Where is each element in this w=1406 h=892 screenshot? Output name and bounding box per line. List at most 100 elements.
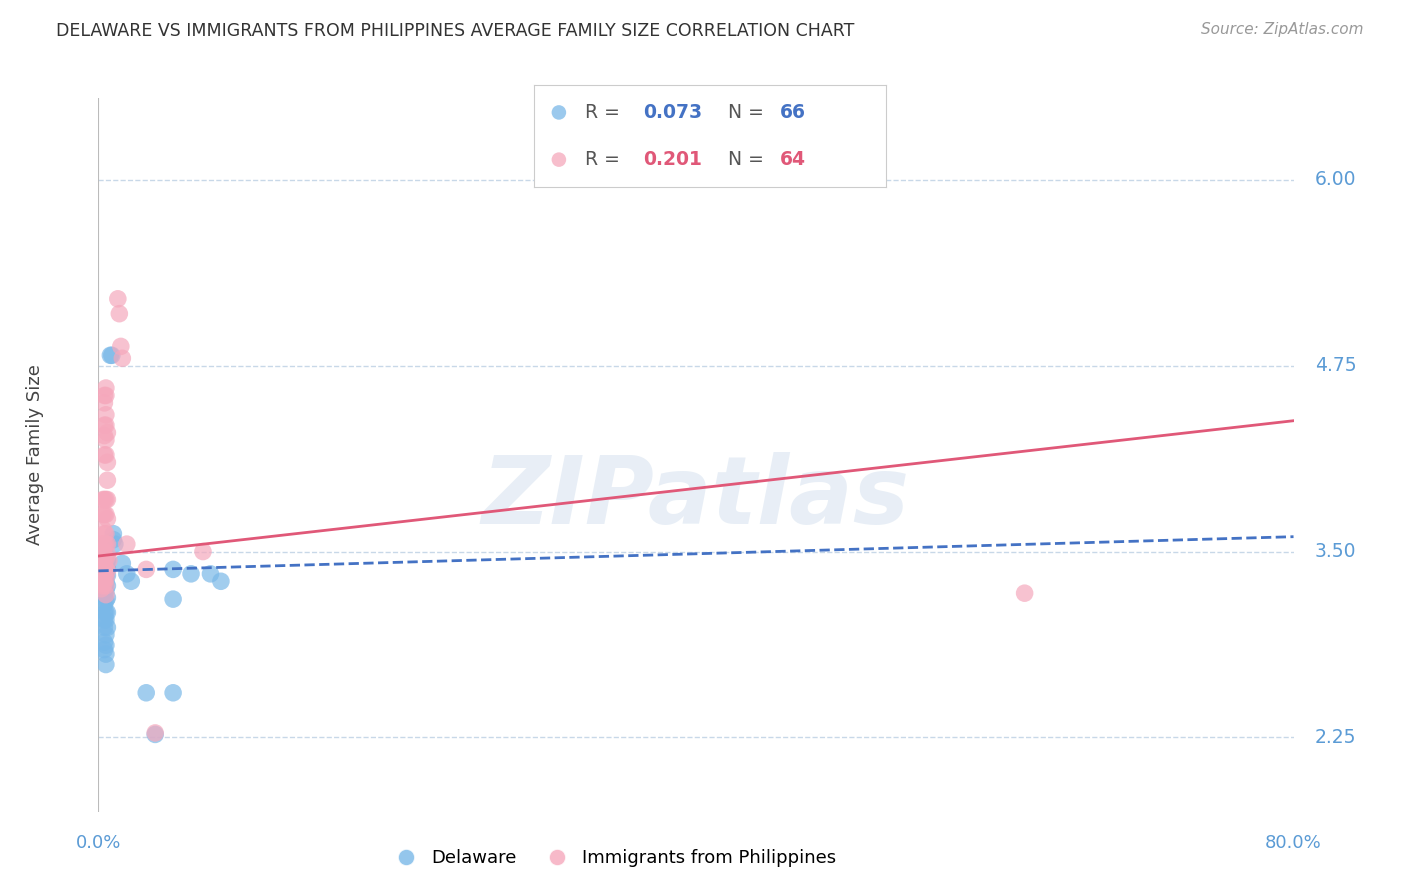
Point — [93, 564, 115, 578]
Point — [162, 686, 184, 700]
Point — [94, 561, 117, 575]
Point — [94, 613, 117, 627]
Point — [91, 552, 114, 566]
Point — [108, 307, 131, 321]
Text: 0.201: 0.201 — [644, 150, 702, 169]
Point — [91, 582, 114, 596]
Point — [93, 635, 115, 649]
Point — [94, 448, 117, 462]
Point — [94, 408, 117, 422]
Point — [200, 566, 222, 581]
Text: 2.25: 2.25 — [1315, 728, 1357, 747]
Point — [93, 583, 115, 598]
Point — [103, 533, 125, 547]
Point — [94, 418, 117, 433]
Point — [93, 598, 115, 612]
Point — [94, 433, 117, 447]
Point — [94, 526, 117, 541]
Point — [93, 448, 115, 462]
Point — [93, 418, 115, 433]
Point — [93, 548, 115, 562]
Point — [91, 492, 114, 507]
Point — [91, 559, 114, 574]
Point — [94, 593, 117, 607]
Point — [94, 549, 117, 563]
Point — [143, 727, 166, 741]
Point — [111, 557, 134, 571]
Point — [96, 425, 118, 440]
Point — [90, 575, 112, 590]
Point — [90, 570, 112, 584]
Point — [90, 544, 112, 558]
Text: 0.0%: 0.0% — [76, 834, 121, 852]
Point — [96, 579, 118, 593]
Point — [93, 508, 115, 522]
Point — [90, 582, 112, 596]
Point — [91, 558, 114, 572]
Point — [90, 558, 112, 572]
Point — [94, 638, 117, 652]
Point — [93, 570, 115, 584]
Point — [93, 537, 115, 551]
Point — [107, 292, 129, 306]
Text: N =: N = — [728, 103, 763, 122]
Point — [96, 564, 118, 578]
Point — [110, 339, 132, 353]
Point — [96, 473, 118, 487]
Point — [94, 571, 117, 585]
Point — [96, 548, 118, 562]
Point — [120, 574, 142, 589]
Point — [90, 564, 112, 578]
Point — [93, 492, 115, 507]
Point — [162, 592, 184, 607]
Text: DELAWARE VS IMMIGRANTS FROM PHILIPPINES AVERAGE FAMILY SIZE CORRELATION CHART: DELAWARE VS IMMIGRANTS FROM PHILIPPINES … — [56, 22, 855, 40]
Point — [548, 105, 571, 120]
Point — [135, 686, 157, 700]
Point — [94, 647, 117, 661]
Point — [91, 566, 114, 581]
Point — [94, 628, 117, 642]
Text: 66: 66 — [780, 103, 806, 122]
Point — [93, 570, 115, 584]
Point — [93, 388, 115, 402]
Point — [91, 579, 114, 593]
Point — [90, 544, 112, 558]
Point — [94, 381, 117, 395]
Point — [94, 537, 117, 551]
Point — [209, 574, 232, 589]
Point — [94, 492, 117, 507]
Point — [96, 620, 118, 634]
Point — [96, 568, 118, 582]
Point — [91, 544, 114, 558]
Point — [90, 575, 112, 590]
Point — [91, 508, 114, 522]
Point — [1014, 586, 1036, 600]
Text: 64: 64 — [780, 150, 806, 169]
Point — [115, 537, 138, 551]
Text: Average Family Size: Average Family Size — [27, 365, 44, 545]
Point — [93, 620, 115, 634]
Text: ZIPatlas: ZIPatlas — [482, 451, 910, 544]
Text: N =: N = — [728, 150, 763, 169]
Point — [93, 613, 115, 627]
Point — [90, 584, 112, 599]
Point — [93, 564, 115, 578]
Point — [94, 508, 117, 522]
Point — [90, 558, 112, 572]
Point — [93, 526, 115, 541]
Point — [93, 591, 115, 605]
Point — [93, 575, 115, 590]
Point — [94, 575, 117, 590]
Legend: Delaware, Immigrants from Philippines: Delaware, Immigrants from Philippines — [381, 842, 844, 874]
Point — [91, 564, 114, 578]
Point — [96, 455, 118, 469]
Point — [90, 553, 112, 567]
Point — [90, 566, 112, 581]
Text: 4.75: 4.75 — [1315, 356, 1357, 376]
Point — [91, 537, 114, 551]
Point — [94, 583, 117, 598]
Point — [135, 562, 157, 576]
Point — [93, 428, 115, 442]
Point — [96, 606, 118, 620]
Text: R =: R = — [585, 150, 620, 169]
